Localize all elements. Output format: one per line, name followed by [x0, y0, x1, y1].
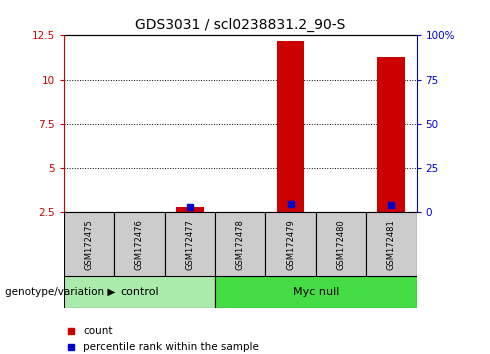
Title: GDS3031 / scl0238831.2_90-S: GDS3031 / scl0238831.2_90-S — [135, 17, 345, 32]
Bar — [64, 276, 215, 308]
Bar — [215, 276, 416, 308]
Text: GSM172480: GSM172480 — [337, 219, 345, 270]
Bar — [165, 212, 215, 276]
Text: GSM172477: GSM172477 — [185, 219, 194, 270]
Text: GSM172476: GSM172476 — [135, 219, 144, 270]
Text: GSM172479: GSM172479 — [286, 219, 295, 270]
Bar — [114, 212, 165, 276]
Text: genotype/variation ▶: genotype/variation ▶ — [5, 287, 115, 297]
Bar — [215, 212, 265, 276]
Bar — [64, 212, 114, 276]
Bar — [377, 57, 405, 212]
Text: GSM172475: GSM172475 — [84, 219, 94, 270]
Text: GSM172481: GSM172481 — [387, 219, 396, 270]
Text: GSM172478: GSM172478 — [236, 219, 245, 270]
Text: control: control — [120, 287, 159, 297]
Bar — [316, 212, 366, 276]
Bar — [176, 207, 203, 212]
Bar — [265, 212, 316, 276]
Text: Myc null: Myc null — [293, 287, 339, 297]
Bar — [277, 41, 304, 212]
Text: percentile rank within the sample: percentile rank within the sample — [83, 342, 259, 352]
Bar — [366, 212, 416, 276]
Text: count: count — [83, 326, 113, 336]
